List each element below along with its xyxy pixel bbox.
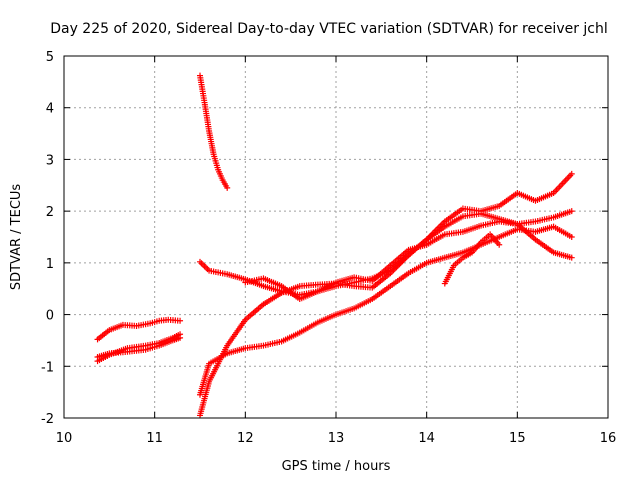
data-point xyxy=(496,241,503,248)
series-late-branch xyxy=(441,231,503,287)
series-upper-early xyxy=(94,316,184,343)
y-tick-label: 3 xyxy=(46,153,54,168)
series-mid-track xyxy=(242,208,575,303)
x-tick-label: 12 xyxy=(237,431,254,446)
data-point xyxy=(224,184,231,191)
data-point xyxy=(568,208,575,215)
x-axis-label: GPS time / hours xyxy=(282,459,391,474)
y-tick-label: -1 xyxy=(41,360,54,375)
y-tick-label: 0 xyxy=(46,309,54,324)
series-layer xyxy=(94,72,575,419)
y-tick-label: 1 xyxy=(46,257,54,272)
series-rising-track-a xyxy=(197,170,575,419)
data-point xyxy=(568,170,575,177)
x-tick-label: 15 xyxy=(509,431,526,446)
data-point xyxy=(177,317,184,324)
data-point xyxy=(568,254,575,261)
x-tick-label: 10 xyxy=(56,431,73,446)
x-tick-label: 13 xyxy=(328,431,345,446)
series-steep-drop xyxy=(197,72,231,191)
x-tick-label: 16 xyxy=(600,431,617,446)
series-lower-early-b xyxy=(94,334,184,360)
series-rising-track-b xyxy=(197,223,575,398)
y-tick-label: 4 xyxy=(46,102,54,117)
y-axis-label: SDTVAR / TECUs xyxy=(9,184,24,291)
y-tick-label: -2 xyxy=(41,412,54,427)
x-tick-label: 14 xyxy=(418,431,435,446)
data-point xyxy=(177,334,184,341)
y-tick-label: 5 xyxy=(46,50,54,65)
data-point xyxy=(568,234,575,240)
chart-title: Day 225 of 2020, Sidereal Day-to-day VTE… xyxy=(50,21,608,37)
y-tick-label: 2 xyxy=(46,205,54,220)
grid-layer xyxy=(64,56,608,418)
x-tick-label: 11 xyxy=(146,431,163,446)
